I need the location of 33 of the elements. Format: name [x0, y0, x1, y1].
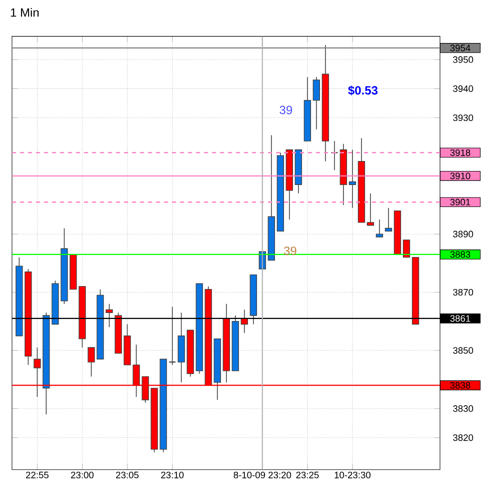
candlestick [402, 240, 410, 258]
ref-line-label: 3883 [450, 251, 470, 258]
ref-line-label: 3861 [450, 315, 470, 322]
candlestick [376, 219, 384, 238]
chart-title: 1 Min [10, 8, 39, 17]
y-tick-label: 3890 [453, 230, 474, 238]
candlestick [366, 192, 374, 226]
y-tick-label: 3950 [453, 56, 474, 63]
ref-line-label: 3838 [450, 382, 470, 389]
ref-line-label: 3918 [450, 149, 470, 156]
y-tick-label: 3870 [453, 288, 474, 296]
annotation: $0.53 [348, 86, 378, 96]
ref-line-label: 3954 [450, 44, 470, 52]
candlestick [312, 76, 320, 130]
x-tick-label: 23:25 [296, 472, 319, 478]
candlestick [384, 208, 392, 232]
ref-line-label: 3901 [450, 198, 470, 206]
y-tick-label: 3930 [453, 114, 474, 122]
y-tick-label: 3830 [453, 405, 474, 412]
x-tick-label: 23:00 [71, 472, 94, 478]
x-tick-label: 23:05 [116, 472, 139, 478]
y-tick-label: 3940 [453, 85, 474, 92]
annotation: 39 [280, 106, 292, 114]
x-tick-label: 10-23:30 [334, 472, 371, 478]
x-tick-label: 8-10-09 23:20 [234, 472, 292, 478]
candlestick [168, 306, 176, 366]
candlestick [348, 149, 356, 208]
y-tick-label: 3850 [453, 347, 474, 354]
y-tick-label: 3820 [453, 434, 474, 441]
ref-line-label: 3910 [450, 172, 470, 180]
x-tick-label: 22:55 [26, 472, 49, 478]
annotation: 39 [284, 246, 296, 256]
x-tick-label: 23:10 [161, 472, 184, 478]
